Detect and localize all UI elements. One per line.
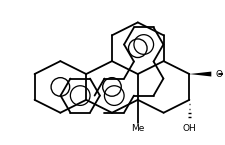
Text: Me: Me xyxy=(131,124,144,133)
Text: OH: OH xyxy=(182,124,196,133)
Text: O: O xyxy=(215,70,222,79)
Polygon shape xyxy=(189,72,211,77)
